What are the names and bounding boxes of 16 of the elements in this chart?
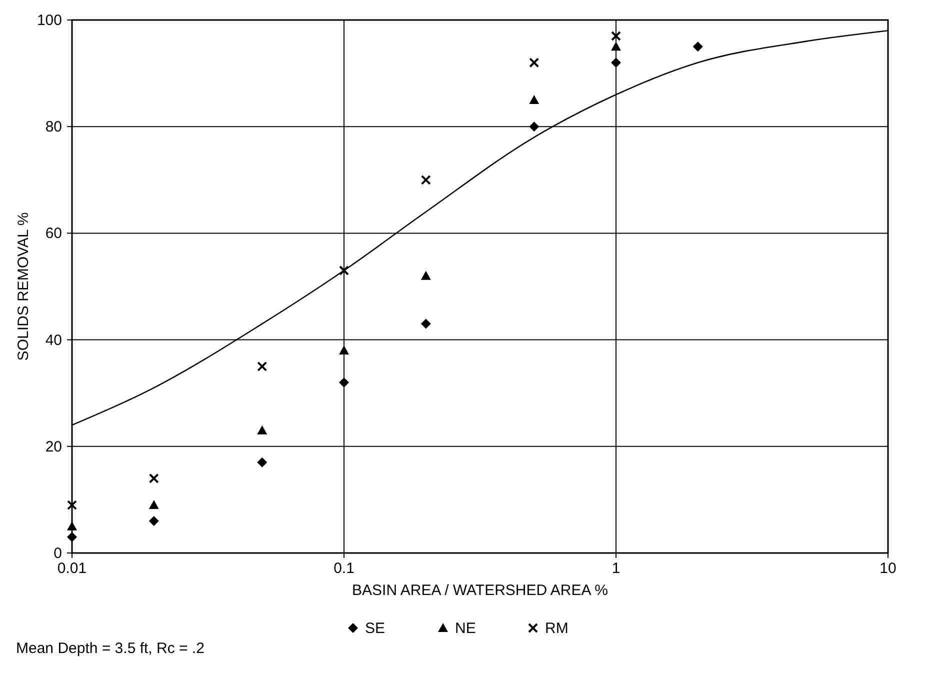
y-tick-label: 20 xyxy=(45,438,62,456)
text: Mean Depth = 3.5 ft, Rc = .2 xyxy=(16,640,204,657)
y-tick-label: 40 xyxy=(45,332,62,349)
y-axis-title: SOLIDS REMOVAL % xyxy=(15,212,32,361)
x-tick-label: 0.01 xyxy=(57,560,87,577)
legend-label: SE xyxy=(365,620,386,637)
legend-label: RM xyxy=(545,620,568,637)
y-tick-label: 100 xyxy=(36,12,62,29)
legend-label: NE xyxy=(455,620,476,637)
y-tick-label: 60 xyxy=(45,225,62,242)
x-tick-label: 10 xyxy=(880,560,896,577)
x-axis-title: BASIN AREA / WATERSHED AREA % xyxy=(352,582,608,599)
y-tick-label: 0 xyxy=(54,545,62,562)
x-tick-label: 0.1 xyxy=(334,560,354,577)
x-tick-label: 1 xyxy=(612,560,620,577)
y-tick-label: 80 xyxy=(45,118,62,136)
